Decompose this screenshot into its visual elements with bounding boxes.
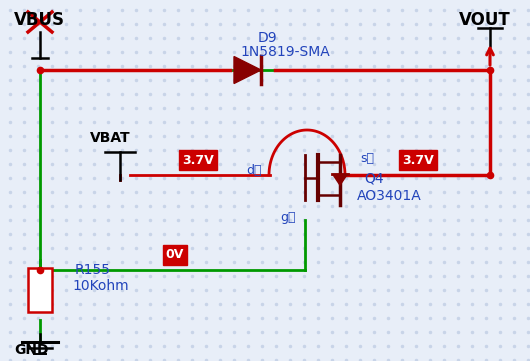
Text: VBUS: VBUS <box>14 11 65 29</box>
Text: VOUT: VOUT <box>459 11 511 29</box>
Text: s极: s极 <box>360 152 374 165</box>
Text: D9: D9 <box>258 31 278 45</box>
Polygon shape <box>333 174 347 185</box>
Text: d极: d极 <box>246 164 261 177</box>
Text: 10Kohm: 10Kohm <box>72 279 129 293</box>
Text: AO3401A: AO3401A <box>357 189 422 203</box>
Text: 3.7V: 3.7V <box>182 153 214 166</box>
Text: VBAT: VBAT <box>90 131 130 145</box>
Polygon shape <box>234 57 261 83</box>
Bar <box>28 268 52 312</box>
Text: 1N5819-SMA: 1N5819-SMA <box>240 45 330 59</box>
Text: R155: R155 <box>75 263 111 277</box>
Text: Q4: Q4 <box>364 171 384 185</box>
Text: g极: g极 <box>280 212 296 225</box>
Text: 0V: 0V <box>166 248 184 261</box>
Text: GND: GND <box>14 343 49 357</box>
Text: 3.7V: 3.7V <box>402 153 434 166</box>
